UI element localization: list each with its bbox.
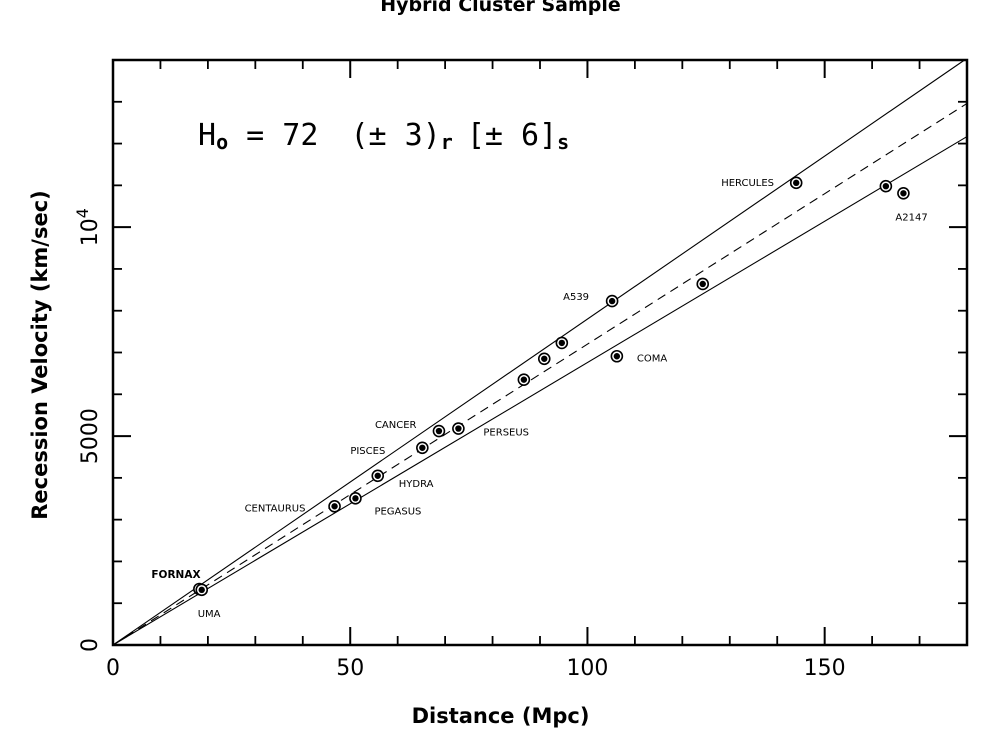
x-axis-label: Distance (Mpc): [411, 704, 590, 728]
point-label-hercules: HERCULES: [721, 178, 774, 189]
chart-title: Hybrid Cluster Sample: [380, 0, 621, 16]
x-tick-label: 0: [106, 656, 120, 681]
data-point: [613, 353, 621, 360]
point-label-a539: A539: [563, 292, 589, 303]
data-point: [455, 425, 462, 432]
data-points: [193, 176, 910, 597]
data-point: [419, 444, 426, 451]
data-point: [374, 472, 381, 479]
point-label-hydra: HYDRA: [399, 479, 434, 490]
data-point: [608, 297, 616, 305]
data-point: [882, 182, 890, 190]
x-tick-label: 150: [804, 656, 846, 681]
y-tick-label: 104: [73, 208, 103, 246]
point-labels: FORNAX UMA CENTAURUS PEGASUS HYDRA PISCES CANC…: [151, 178, 927, 620]
y-tick-label: 5000: [78, 408, 103, 464]
y-tick-label: 0: [78, 638, 103, 652]
hubble-constant-annotation: Ho = 72 (± 3)r [± 6]s: [198, 118, 570, 154]
data-point: [793, 179, 800, 187]
best-fit-line: [112, 102, 968, 646]
point-label-perseus: PERSEUS: [483, 428, 529, 439]
data-point: [352, 495, 359, 502]
point-label-coma: COMA: [637, 353, 667, 364]
data-point: [198, 586, 205, 594]
x-tick-label: 100: [566, 656, 608, 681]
point-label-fornax: FORNAX: [151, 569, 200, 581]
error-bound-line: [112, 136, 968, 646]
data-point: [435, 427, 443, 435]
major-ticks: [112, 60, 967, 646]
data-point: [558, 339, 566, 347]
point-label-uma: UMA: [198, 609, 221, 620]
data-point: [900, 190, 907, 197]
point-label-pisces: PISCES: [350, 446, 385, 457]
point-label-a2147: A2147: [895, 212, 927, 223]
data-point: [331, 503, 338, 510]
point-label-pegasus: PEGASUS: [374, 506, 421, 517]
point-label-centaurus: CENTAURUS: [245, 503, 306, 514]
data-point: [541, 355, 548, 362]
point-label-cancer: CANCER: [375, 420, 417, 431]
tick-labels: 0 50 100 150 0 5000 104: [73, 208, 846, 681]
x-tick-label: 50: [336, 656, 364, 681]
data-point: [520, 376, 528, 383]
error-bound-line: [112, 59, 965, 646]
data-point: [699, 280, 706, 288]
minor-ticks: [113, 60, 967, 645]
fit-lines: [112, 59, 968, 646]
